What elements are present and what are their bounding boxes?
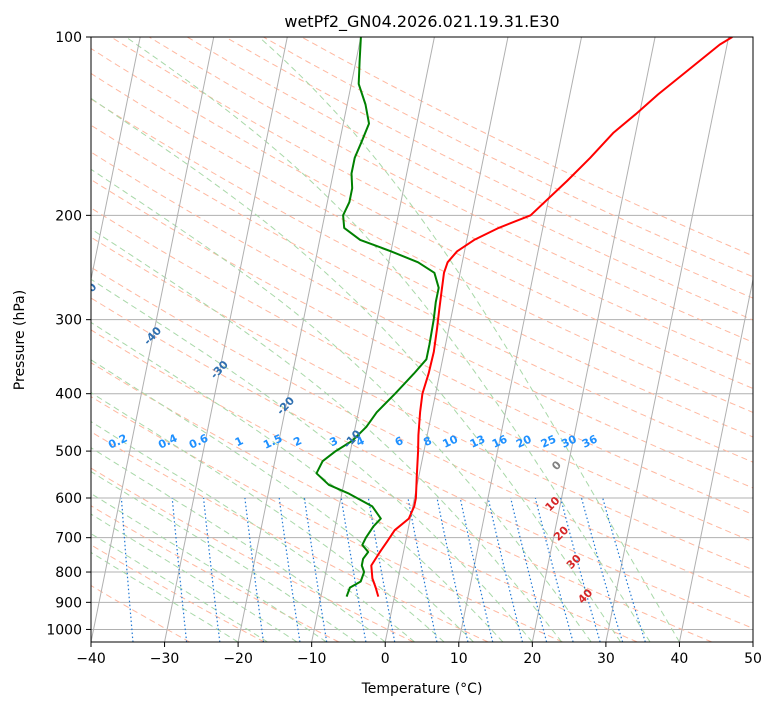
profile-line bbox=[370, 37, 733, 597]
dry-adiabat bbox=[91, 505, 340, 642]
dry-adiabat bbox=[91, 329, 712, 642]
y-axis-title: Pressure (hPa) bbox=[12, 290, 28, 390]
moist-adiabat bbox=[91, 551, 239, 642]
dry-adiabat bbox=[91, 362, 638, 642]
y-tick-label: 1000 bbox=[46, 622, 82, 638]
moist-adiabat bbox=[91, 228, 563, 642]
y-tick-label: 300 bbox=[55, 313, 82, 329]
isotherm-label: -50 bbox=[76, 280, 99, 304]
x-tick-label: 40 bbox=[671, 651, 689, 667]
dry-adiabat bbox=[91, 179, 753, 516]
dry-adiabat bbox=[110, 37, 753, 366]
dry-adiabat bbox=[91, 98, 753, 438]
isotherm bbox=[678, 276, 753, 642]
dry-adiabat bbox=[91, 151, 753, 489]
chart-title: wetPf2_GN04.2026.021.19.31.E30 bbox=[284, 12, 559, 32]
dry-adiabat bbox=[91, 396, 563, 642]
plot-area: -100-90-80-70-60-50-40-30-20-100.10.20.4… bbox=[76, 37, 753, 642]
mixing-ratio-line bbox=[510, 497, 548, 642]
x-tick-label: 50 bbox=[744, 651, 762, 667]
x-tick-label: −30 bbox=[150, 651, 180, 667]
moist-adiabat bbox=[91, 392, 445, 642]
mixing-ratio-line bbox=[407, 497, 438, 642]
isotherm bbox=[531, 37, 656, 642]
y-tick-label: 900 bbox=[55, 595, 82, 611]
mixing-ratio-label: 10 bbox=[441, 432, 461, 450]
isotherm bbox=[164, 37, 288, 642]
dry-adiabat bbox=[225, 37, 753, 299]
mixing-ratio-label: 25 bbox=[539, 433, 558, 451]
dry-adiabat bbox=[91, 207, 753, 543]
moist-adiabat bbox=[91, 168, 592, 642]
moist-adiabat bbox=[91, 533, 268, 642]
x-tick-label: −10 bbox=[297, 651, 327, 667]
isotherm bbox=[91, 37, 141, 282]
x-tick-label: 30 bbox=[597, 651, 615, 667]
dry-adiabat bbox=[91, 124, 753, 463]
isotherm bbox=[605, 37, 730, 642]
dry-adiabat bbox=[91, 297, 753, 629]
mixing-ratio-line bbox=[580, 497, 624, 642]
y-tick-label: 100 bbox=[55, 30, 82, 46]
profile-lines bbox=[315, 37, 733, 597]
x-tick-label: −40 bbox=[76, 651, 106, 667]
x-axis-title: Temperature (°C) bbox=[361, 681, 483, 697]
mixing-ratio-label: 16 bbox=[490, 432, 510, 450]
x-axis-ticks: −40 −30 −20 −10 0 10 20 30 40 50 bbox=[76, 642, 762, 667]
x-tick-label: −20 bbox=[223, 651, 253, 667]
profile-line bbox=[315, 37, 440, 597]
x-tick-label: 20 bbox=[523, 651, 541, 667]
moist-adiabat bbox=[91, 447, 386, 642]
isotherms bbox=[91, 37, 753, 642]
isotherm bbox=[237, 37, 362, 642]
mixing-ratio-label: 36 bbox=[580, 432, 600, 450]
plot-frame bbox=[90, 36, 754, 643]
y-tick-label: 400 bbox=[55, 387, 82, 403]
isotherm bbox=[91, 37, 215, 642]
isotherm bbox=[384, 37, 509, 642]
y-tick-label: 600 bbox=[55, 491, 82, 507]
moist-adiabat bbox=[91, 359, 474, 642]
mixing-ratio-label: 13 bbox=[468, 433, 487, 451]
x-tick-label: 0 bbox=[381, 651, 390, 667]
isotherm bbox=[458, 37, 583, 642]
moist-adiabat bbox=[125, 37, 651, 642]
y-axis-ticks: 100 200 300 400 500 600 700 800 900 1000 bbox=[46, 30, 91, 638]
mixing-ratio-line bbox=[534, 497, 574, 642]
y-tick-label: 500 bbox=[55, 444, 82, 460]
mixing-ratio-line bbox=[459, 497, 494, 642]
mixing-ratio-label: 20 bbox=[514, 432, 534, 450]
dry-adiabat bbox=[91, 585, 190, 642]
isotherm bbox=[311, 37, 435, 642]
mixing-ratio-line bbox=[487, 497, 524, 642]
mixing-ratio-line bbox=[436, 497, 469, 642]
mixing-ratio-label: 30 bbox=[559, 432, 579, 450]
dry-adiabat bbox=[91, 266, 753, 600]
y-tick-label: 200 bbox=[55, 208, 82, 224]
moist-adiabat bbox=[258, 37, 680, 642]
y-tick-label: 700 bbox=[55, 531, 82, 547]
moist-adiabat bbox=[91, 470, 357, 642]
moist-adiabat bbox=[91, 421, 415, 642]
dry-adiabat bbox=[91, 47, 753, 390]
moist-adiabat bbox=[91, 97, 622, 642]
mixing-ratio-lines bbox=[120, 497, 646, 642]
dry-adiabat bbox=[186, 37, 753, 321]
y-tick-label: 800 bbox=[55, 565, 82, 581]
mixing-ratio-line bbox=[602, 497, 646, 642]
mixing-ratio-line bbox=[560, 497, 601, 642]
x-tick-label: 10 bbox=[450, 651, 468, 667]
